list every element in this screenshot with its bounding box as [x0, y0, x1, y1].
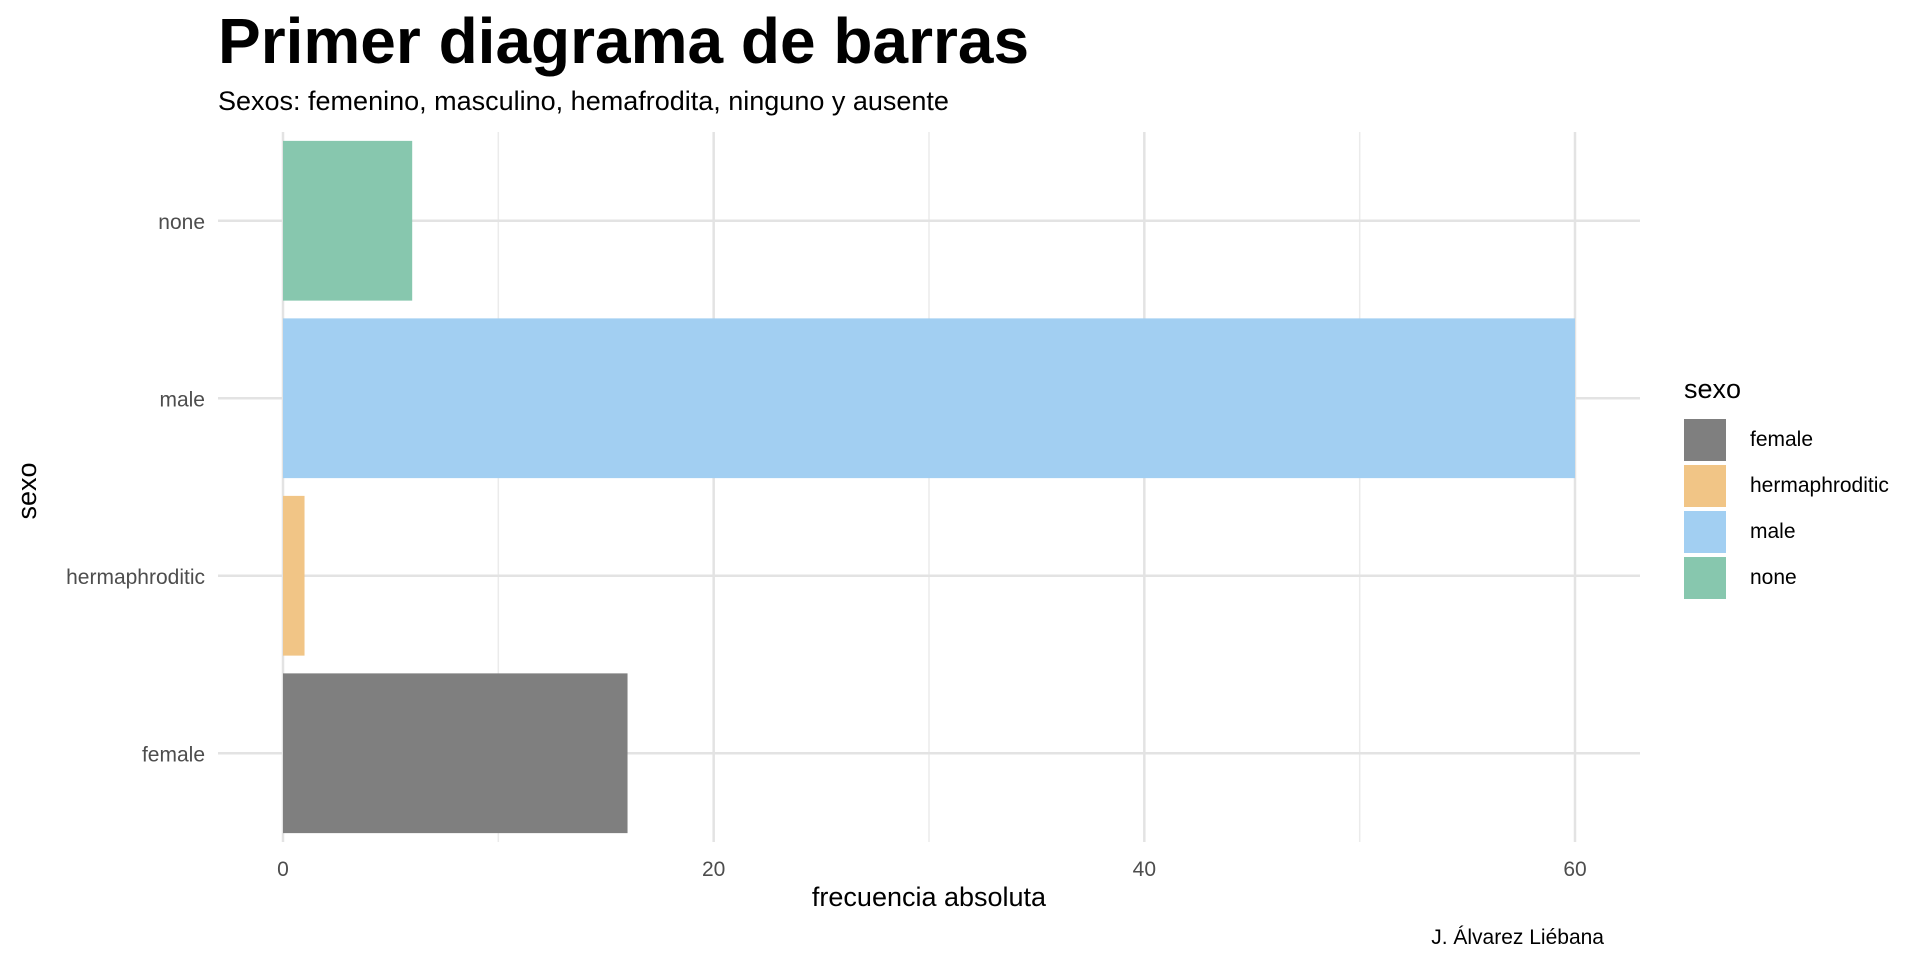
legend-swatch — [1684, 419, 1726, 461]
x-tick-label: 40 — [1133, 858, 1156, 881]
y-tick-label: none — [158, 211, 205, 234]
legend-swatch — [1684, 557, 1726, 599]
chart-caption: J. Álvarez Liébana — [1431, 926, 1604, 949]
axis-layer: female hermaphroditic male none 0 20 40 60 — [66, 211, 1587, 881]
legend: sexo female hermaphroditic male none — [1684, 374, 1889, 601]
legend-item-female: female — [1684, 417, 1889, 463]
bar-none — [283, 140, 413, 301]
bar-female — [283, 673, 628, 834]
legend-swatch — [1684, 511, 1726, 553]
chart-subtitle: Sexos: femenino, masculino, hemafrodita,… — [218, 86, 949, 116]
bar-chart: female hermaphroditic male none 0 20 40 60 frec… — [12, 132, 1640, 912]
y-tick-label: female — [142, 743, 205, 766]
legend-item-none: none — [1684, 555, 1889, 601]
legend-item-male: male — [1684, 509, 1889, 555]
x-tick-label: 0 — [277, 858, 289, 881]
legend-label: hermaphroditic — [1750, 474, 1889, 497]
legend-label: none — [1750, 566, 1797, 589]
bar-hermaphroditic — [283, 495, 305, 656]
y-axis-label: sexo — [12, 462, 42, 519]
bar-male — [283, 318, 1575, 479]
x-tick-label: 60 — [1563, 858, 1586, 881]
x-tick-label: 20 — [702, 858, 725, 881]
x-axis-label: frecuencia absoluta — [812, 882, 1047, 912]
y-tick-label: male — [159, 388, 205, 411]
legend-label: male — [1750, 520, 1796, 543]
legend-swatch — [1684, 465, 1726, 507]
chart-title: Primer diagrama de barras — [218, 5, 1030, 77]
legend-label: female — [1750, 428, 1814, 451]
bar-layer — [283, 140, 1575, 834]
legend-items: female hermaphroditic male none — [1684, 417, 1889, 601]
y-tick-label: hermaphroditic — [66, 566, 205, 589]
legend-item-hermaphroditic: hermaphroditic — [1684, 463, 1889, 509]
legend-title: sexo — [1684, 374, 1742, 404]
